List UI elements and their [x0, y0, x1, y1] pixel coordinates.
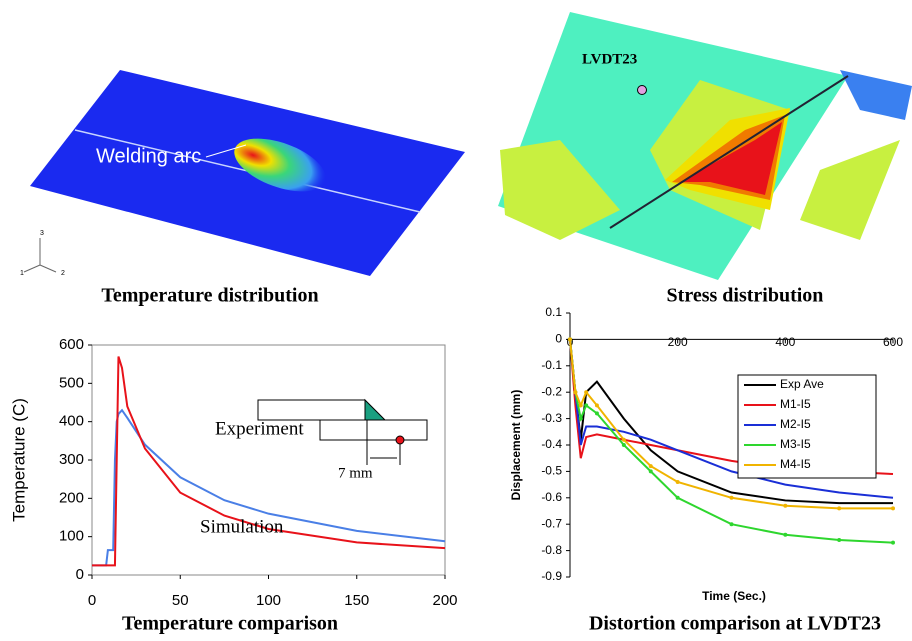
legend-label: M1-I5 [780, 397, 811, 411]
x-axis-label: Time (Sec.) [702, 589, 766, 603]
plot-frame [91, 344, 446, 576]
legend-label: M3-I5 [780, 437, 811, 451]
image-label: LVDT23 [582, 51, 637, 67]
y-tick-label: 0.1 [545, 305, 562, 319]
y-tick-label: -0.7 [541, 516, 562, 530]
joint-inset [257, 398, 428, 465]
y-tick-label: -0.5 [541, 464, 562, 478]
x-tick-label: 600 [883, 335, 903, 349]
data-point [584, 403, 589, 408]
x-tick-label: 100 [256, 592, 281, 609]
x-tick-label: 0 [88, 592, 96, 609]
y-tick-label: -0.4 [541, 437, 562, 451]
data-line [569, 339, 893, 510]
x-tick-label: 400 [775, 335, 795, 349]
data-point [621, 443, 626, 447]
y-tick-label: -0.3 [541, 411, 562, 425]
data-point [594, 411, 599, 416]
legend-label: M2-I5 [780, 417, 811, 431]
series-label: Experiment [215, 418, 304, 439]
series-label: Simulation [200, 516, 284, 537]
image-label: 3 [40, 230, 44, 237]
chart-caption: Distortion comparison at LVDT23 [589, 613, 881, 635]
data-line [569, 339, 894, 544]
data-point [648, 464, 653, 469]
data-point [729, 522, 734, 527]
image-label: 2 [61, 270, 65, 277]
y-tick-label: -0.9 [541, 569, 562, 583]
data-line [92, 356, 446, 567]
data-point [573, 390, 578, 395]
image-caption: Stress distribution [667, 285, 824, 307]
data-point [584, 390, 589, 395]
data-point [783, 503, 788, 508]
y-tick-label: 400 [59, 413, 84, 430]
legend-box [737, 374, 877, 479]
data-point [621, 437, 626, 442]
y-tick-label: -0.8 [541, 543, 562, 557]
data-point [675, 479, 680, 484]
data-point [837, 506, 842, 511]
legend-label: Exp Ave [780, 377, 824, 391]
data-point [783, 532, 788, 537]
data-point [837, 538, 842, 543]
data-point [675, 495, 680, 500]
data-point [891, 540, 895, 545]
y-tick-label: -0.2 [541, 384, 562, 398]
y-axis-label: Displacement (mm) [509, 390, 523, 501]
image-label: 1 [20, 270, 24, 277]
data-point [594, 403, 599, 408]
image-label: Welding arc [96, 145, 201, 167]
y-tick-label: 300 [59, 451, 84, 468]
data-point [578, 416, 583, 421]
y-axis-label: Temperature (C) [9, 398, 28, 522]
temperature-image: Welding arc 1 2 3 Temperature distributi… [20, 70, 465, 307]
legend-label: M4-I5 [780, 457, 811, 471]
data-point [568, 337, 572, 342]
y-tick-label: 0 [555, 332, 562, 346]
data-point [891, 506, 895, 511]
y-tick-label: 100 [59, 528, 84, 545]
annotation: 7 mm [338, 465, 373, 481]
y-tick-label: 200 [59, 489, 84, 506]
y-tick-label: -0.6 [541, 490, 562, 504]
y-tick-label: 500 [59, 374, 84, 391]
data-line [92, 408, 446, 567]
x-tick-label: 200 [432, 592, 457, 609]
data-line [569, 339, 894, 499]
data-point [578, 403, 583, 408]
x-tick-label: 50 [172, 592, 189, 609]
chart-caption: Temperature comparison [122, 613, 338, 635]
x-tick-label: 150 [344, 592, 369, 609]
y-tick-label: -0.1 [541, 358, 562, 372]
data-point [729, 495, 734, 500]
data-point [648, 469, 653, 474]
y-tick-label: 0 [76, 566, 84, 583]
image-caption: Temperature distribution [101, 285, 318, 307]
x-tick-label: 200 [668, 335, 688, 349]
y-tick-label: 600 [59, 336, 84, 353]
stress-image: LVDT23 Stress distribution [498, 12, 912, 307]
